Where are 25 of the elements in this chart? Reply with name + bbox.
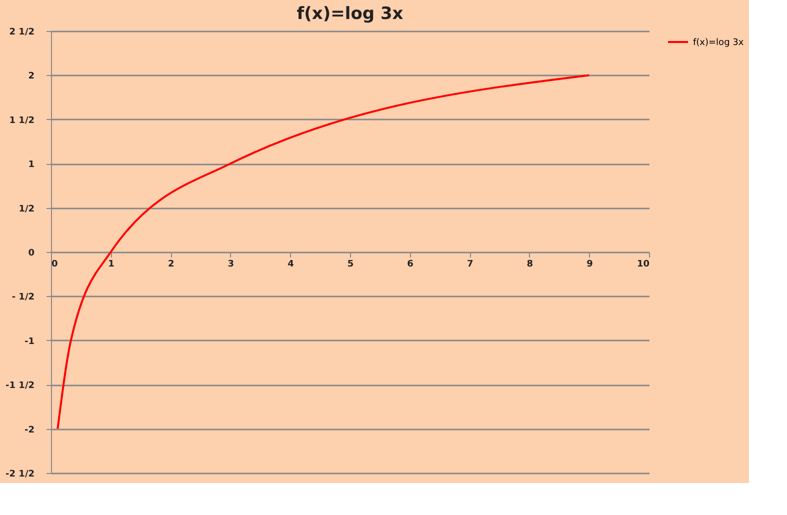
y-tick-label: 1 bbox=[28, 160, 34, 170]
x-tick-label: 4 bbox=[288, 260, 294, 270]
y-tick-label: 1 1/2 bbox=[9, 116, 34, 126]
x-tick-label: 7 bbox=[466, 260, 474, 270]
y-tick-label: 2 1/2 bbox=[9, 28, 34, 38]
y-tick-label: 1/2 bbox=[18, 204, 34, 214]
y-tick-label: -1 bbox=[24, 336, 34, 347]
y-tick-label: -2 bbox=[24, 425, 34, 436]
y-tick-label: 2 bbox=[28, 72, 34, 82]
x-tick-label: 0 bbox=[52, 260, 58, 270]
y-tick-label: 0 bbox=[28, 248, 34, 258]
legend-label: f(x)=log 3x bbox=[693, 38, 744, 48]
line-series bbox=[56, 74, 590, 430]
y-tick-label: - 1/2 bbox=[12, 292, 34, 303]
x-tick-label: 5 bbox=[347, 260, 354, 270]
x-tick-label: 8 bbox=[526, 260, 534, 270]
x-tick-label: 9 bbox=[586, 260, 593, 270]
x-tick-label: 10 bbox=[636, 260, 650, 270]
y-tick-label: -2 1/2 bbox=[6, 470, 34, 480]
chart-title: f(x)=log 3x bbox=[296, 4, 404, 24]
x-tick-label: 2 bbox=[168, 260, 174, 270]
x-tick-label: 1 bbox=[108, 260, 114, 270]
y-tick-label: -1 1/2 bbox=[6, 381, 34, 392]
x-tick-label: 3 bbox=[228, 260, 234, 270]
x-tick-label: 6 bbox=[407, 260, 414, 270]
